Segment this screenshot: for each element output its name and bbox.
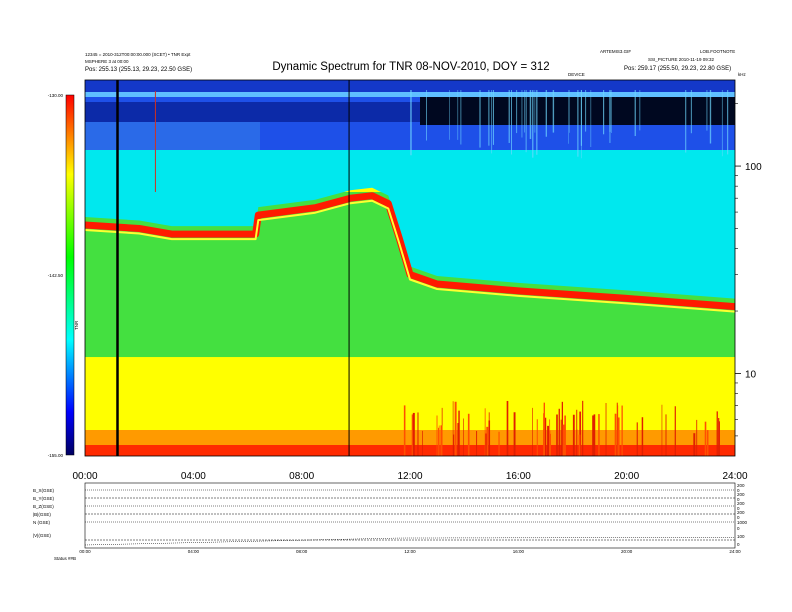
colorbar-tick-top: -130.00 [48, 93, 64, 98]
bg-red-floor [85, 445, 735, 456]
header-right-block: ARTEMIS3.GIF LOB.FOOTNOTE SSI_PICTURE 20… [600, 49, 735, 72]
bg-top-blue [85, 80, 735, 92]
x-axis: 00:00 04:00 08:00 12:00 16:00 20:00 24:0… [72, 471, 747, 482]
texture-streaks [403, 90, 729, 456]
bottom-right-label-2: 0 [737, 488, 740, 493]
plot-frame [84, 79, 736, 457]
bottom-right-label-10: 0 [737, 526, 740, 531]
header-right-line-3: SSI_PICTURE 2010-11-19 09:32 [648, 57, 714, 62]
bottom-label-bz: B_Z(GSE) [33, 504, 54, 509]
bottom-time-0000: 00:00 [79, 549, 91, 554]
bottom-right-label-1: 200 [737, 483, 745, 488]
bottom-trace-v [84, 537, 735, 546]
bottom-right-label-3: 200 [737, 492, 745, 497]
header-left-block: 12345 = 2010-312T00:00:00.000 (SCET) • T… [85, 52, 192, 73]
header-left-line-1: 12345 = 2010-312T00:00:00.000 (SCET) • T… [85, 52, 191, 57]
bottom-label-bmag: |B|(GSE) [33, 512, 51, 517]
bottom-time-2400: 24:00 [729, 549, 741, 554]
yellow-halo [85, 199, 735, 313]
x-tick-label-0400: 04:00 [181, 471, 206, 482]
chart-title: Dynamic Spectrum for TNR 08-NOV-2010, DO… [272, 61, 549, 73]
bottom-right-label-6: 0 [737, 506, 740, 511]
x-tick-label-2400: 24:00 [722, 471, 747, 482]
header-left-line-2: MSPHERE 3 at 00:00 [85, 59, 129, 64]
bottom-label-by: B_Y(GSE) [33, 496, 55, 501]
y-axis: 10 100 kHz [735, 72, 762, 437]
bottom-panel: B_X(GSE) B_Y(GSE) B_Z(GSE) |B|(GSE) N (G… [33, 482, 748, 561]
bottom-right-label-12: 0 [737, 542, 740, 547]
colorbar-label: TNR [74, 320, 79, 330]
bottom-right-label-5: 200 [737, 501, 745, 506]
y-tick-label-100: 100 [745, 162, 762, 173]
bottom-time-1200: 12:00 [404, 549, 416, 554]
bg-light-stripe [85, 92, 735, 97]
bottom-time-0800: 08:00 [296, 549, 308, 554]
bottom-panel-traces [84, 489, 735, 546]
x-tick-label-1600: 16:00 [506, 471, 531, 482]
bottom-time-0400: 04:00 [188, 549, 200, 554]
colorbar [65, 94, 75, 456]
header-left-line-3: Pos: 255.13 (255.13, 29.23, 22.50 GSE) [85, 67, 192, 73]
bottom-right-label-11: 100 [737, 534, 745, 539]
header-right-line-1: ARTEMIS3.GIF [600, 49, 631, 54]
colorbar-tick-bottom: -155.00 [48, 453, 64, 458]
colorbar-tick-mid: -142.50 [48, 273, 64, 278]
bottom-time-2000: 20:00 [621, 549, 633, 554]
y-tick-label-10: 10 [745, 369, 757, 380]
x-tick-label-1200: 12:00 [397, 471, 422, 482]
spectrogram-plot [85, 80, 735, 456]
red-cutoff-band [85, 192, 735, 311]
top-device-label: DEVICE [568, 72, 585, 77]
bg-blue-left [85, 122, 260, 150]
bottom-right-label-9: 1000 [737, 520, 748, 525]
x-tick-label-0000: 00:00 [72, 471, 97, 482]
x-tick-label-0800: 08:00 [289, 471, 314, 482]
header-right-line-4: Pos: 259.17 (255.50, 29.23, 22.80 GSE) [624, 66, 731, 72]
bottom-panel-frame [84, 482, 736, 549]
bottom-footer-label: Status ##B [54, 556, 76, 561]
bottom-right-label-8: 0 [737, 515, 740, 520]
header-right-line-2: LOB.FOOTNOTE [700, 49, 735, 54]
x-tick-label-2000: 20:00 [614, 471, 639, 482]
bottom-label-n: N (GSE) [33, 520, 51, 525]
bottom-label-v: |V|(GSE) [33, 533, 51, 538]
bottom-time-1600: 16:00 [513, 549, 525, 554]
bottom-label-bx: B_X(GSE) [33, 488, 55, 493]
bottom-right-label-4: 0 [737, 497, 740, 502]
y-axis-unit: kHz [738, 72, 746, 77]
bg-cyan-band [85, 150, 735, 299]
bottom-right-label-7: 200 [737, 510, 745, 515]
